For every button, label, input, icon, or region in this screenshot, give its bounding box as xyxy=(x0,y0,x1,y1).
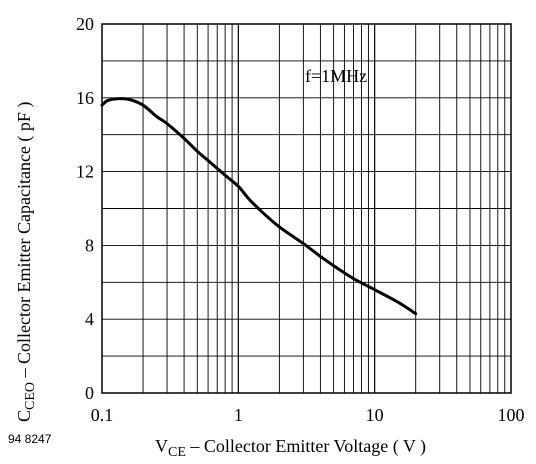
grid xyxy=(102,24,511,393)
x-axis-label-sub: CE xyxy=(168,445,186,460)
x-tick-label: 1 xyxy=(234,405,243,425)
y-axis-label: CCEO – Collector Emitter Capacitance ( p… xyxy=(14,102,38,422)
y-axis-label-main: C xyxy=(14,410,34,422)
y-tick-labels: 0 4 8 12 16 20 xyxy=(76,14,94,403)
series-line xyxy=(100,97,418,316)
y-tick-label: 8 xyxy=(85,235,94,255)
x-axis-label-main: V xyxy=(155,436,168,456)
annotation-frequency: f=1MHz xyxy=(305,66,367,86)
y-tick-label: 12 xyxy=(76,162,94,182)
x-tick-label: 0.1 xyxy=(91,405,114,425)
y-tick-label: 0 xyxy=(85,383,94,403)
y-axis-label-sub: CEO xyxy=(23,382,38,410)
x-axis-label: VCE – Collector Emitter Voltage ( V ) xyxy=(155,436,426,460)
x-axis-label-rest: – Collector Emitter Voltage ( V ) xyxy=(186,436,426,457)
x-tick-labels: 0.1 1 10 100 xyxy=(91,405,525,425)
y-tick-label: 16 xyxy=(76,88,94,108)
x-tick-label: 10 xyxy=(366,405,384,425)
y-tick-label: 4 xyxy=(85,309,94,329)
y-axis-label-rest: – Collector Emitter Capacitance ( pF ) xyxy=(14,102,35,382)
x-tick-label: 100 xyxy=(498,405,525,425)
y-tick-label: 20 xyxy=(76,14,94,34)
figure-id: 94 8247 xyxy=(8,432,52,446)
plot-frame xyxy=(101,23,512,394)
